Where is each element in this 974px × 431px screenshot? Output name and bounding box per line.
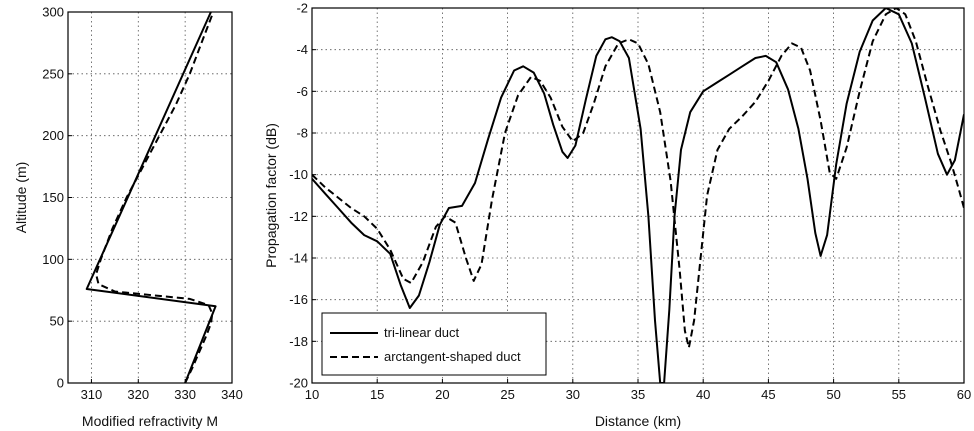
legend-label-tri-linear: tri-linear duct: [384, 325, 460, 340]
left-y-tick-label: 50: [50, 314, 64, 329]
legend-label-arctangent: arctangent-shaped duct: [384, 349, 521, 364]
right-x-tick-label: 55: [892, 387, 906, 402]
right-x-tick-label: 10: [305, 387, 319, 402]
right-y-tick-label: -12: [289, 209, 308, 224]
propagation-factor-panel: 10 15 20 25 30 35 40 45 50 55 60 -20 -18 -16 -14 -12 -10…: [263, 1, 971, 430]
left-x-tick-label: 320: [127, 387, 149, 402]
right-x-tick-label: 50: [826, 387, 840, 402]
left-x-tick-label: 330: [174, 387, 196, 402]
left-series: [85, 12, 217, 383]
right-y-tick-label: -10: [289, 167, 308, 182]
left-y-tick-label: 150: [42, 190, 64, 205]
refractivity-profile-panel: 310 320 330 340 0 50 100 150 200 250 300 Modified …: [13, 5, 243, 430]
left-series-dashed-line: [95, 12, 215, 383]
left-y-tick-label: 300: [42, 5, 64, 20]
right-x-tick-label: 25: [500, 387, 514, 402]
left-y-axis-label: Altitude (m): [13, 162, 29, 234]
left-y-tick-label: 250: [42, 66, 64, 81]
left-x-tick-label: 340: [221, 387, 243, 402]
left-y-tick-label: 200: [42, 128, 64, 143]
legend: tri-linear duct arctangent-shaped duct: [321, 312, 547, 376]
right-x-tick-label: 60: [957, 387, 971, 402]
right-y-tick-label: -20: [289, 376, 308, 391]
right-series-solid-line: [312, 8, 964, 383]
right-y-tick-label: -6: [296, 84, 308, 99]
right-x-tick-label: 45: [761, 387, 775, 402]
left-x-tick-label: 310: [81, 387, 103, 402]
right-y-tick-label: -16: [289, 292, 308, 307]
left-series-solid-line: [85, 12, 217, 383]
right-y-tick-label: -18: [289, 334, 308, 349]
left-y-tick-label: 100: [42, 252, 64, 267]
right-x-tick-label: 30: [566, 387, 580, 402]
right-x-tick-label: 15: [370, 387, 384, 402]
left-tick-labels: 310 320 330 340 0 50 100 150 200 250 300: [42, 5, 243, 403]
right-x-tick-label: 35: [631, 387, 645, 402]
legend-box: [321, 312, 547, 376]
left-y-tick-label: 0: [57, 376, 64, 391]
left-x-axis-label: Modified refractivity M: [82, 413, 218, 429]
right-y-tick-label: -14: [289, 251, 308, 266]
right-y-axis-label: Propagation factor (dB): [263, 123, 279, 268]
right-y-tick-label: -4: [296, 42, 308, 57]
right-x-tick-label: 20: [435, 387, 449, 402]
right-series: [312, 8, 964, 383]
right-y-tick-label: -8: [296, 126, 308, 141]
right-tick-labels: 10 15 20 25 30 35 40 45 50 55 60 -20 -18 -16 -14 -12 -10…: [289, 1, 971, 403]
right-x-tick-label: 40: [696, 387, 710, 402]
right-x-axis-label: Distance (km): [595, 413, 681, 429]
right-series-dashed-line: [312, 8, 964, 349]
right-y-tick-label: -2: [296, 1, 308, 16]
